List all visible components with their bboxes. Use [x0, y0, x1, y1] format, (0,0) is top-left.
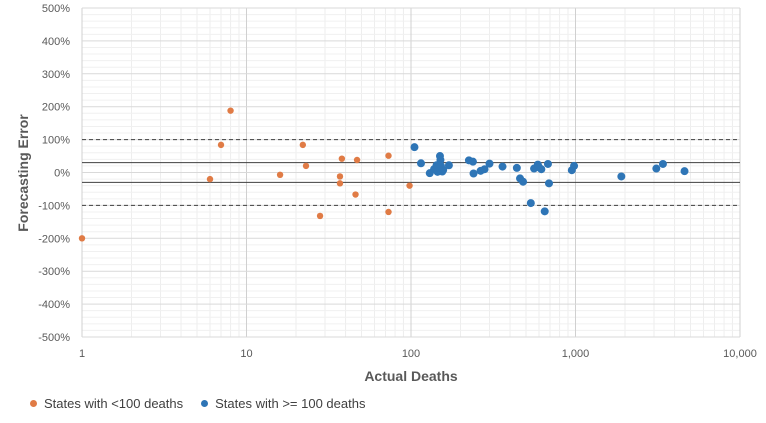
x-tick-label: 1 — [79, 348, 85, 360]
data-point-100-plus — [498, 162, 507, 171]
data-point-100-plus — [410, 143, 419, 152]
data-point-100-plus — [543, 159, 552, 168]
data-point-under-100 — [302, 162, 310, 170]
data-point-100-plus — [658, 159, 667, 168]
legend-label-under-100: States with <100 deaths — [44, 396, 184, 411]
y-tick-label: 400% — [42, 36, 70, 48]
data-point-under-100 — [336, 173, 344, 180]
data-point-100-plus — [512, 163, 521, 172]
data-point-100-plus — [439, 165, 448, 174]
data-point-under-100 — [217, 141, 225, 149]
data-point-under-100 — [336, 180, 344, 187]
data-point-under-100 — [338, 155, 346, 162]
y-tick-label: 300% — [42, 69, 70, 81]
data-points — [78, 107, 689, 242]
data-point-100-plus — [416, 159, 425, 168]
data-point-under-100 — [352, 191, 359, 198]
y-tick-label: -300% — [38, 266, 70, 278]
data-point-100-plus — [544, 179, 553, 188]
y-tick-label: 200% — [42, 102, 70, 114]
data-point-under-100 — [78, 235, 86, 242]
data-point-100-plus — [469, 169, 478, 178]
data-point-100-plus — [519, 177, 528, 186]
data-point-100-plus — [485, 159, 494, 168]
data-point-under-100 — [385, 152, 392, 159]
legend-marker-100-plus — [201, 400, 209, 407]
data-point-100-plus — [652, 164, 661, 173]
y-tick-label: 500% — [42, 3, 70, 15]
chart-legend: States with <100 deaths States with >= 1… — [30, 396, 383, 411]
data-point-100-plus — [537, 165, 546, 174]
y-tick-label: -400% — [38, 299, 70, 311]
data-point-under-100 — [385, 208, 392, 216]
data-point-100-plus — [436, 155, 445, 164]
data-point-under-100 — [353, 156, 361, 164]
x-axis-title: Actual Deaths — [364, 368, 458, 384]
y-axis-title: Forecasting Error — [15, 114, 31, 232]
y-tick-label: 100% — [42, 135, 70, 147]
y-tick-label: -100% — [38, 200, 70, 212]
data-point-under-100 — [227, 107, 234, 114]
legend-marker-under-100 — [30, 400, 37, 407]
x-tick-label: 10,000 — [723, 348, 757, 360]
data-point-under-100 — [206, 175, 214, 183]
reference-lines — [82, 139, 740, 206]
data-point-under-100 — [406, 182, 413, 189]
legend-item-100-plus: States with >= 100 deaths — [201, 396, 365, 411]
data-point-100-plus — [480, 165, 489, 174]
y-tick-label: -500% — [38, 332, 70, 344]
y-tick-label: -200% — [38, 233, 70, 245]
x-tick-label: 100 — [402, 348, 420, 360]
data-point-under-100 — [316, 212, 324, 220]
data-point-100-plus — [540, 207, 549, 216]
data-point-under-100 — [299, 141, 307, 149]
data-point-100-plus — [468, 157, 477, 166]
data-point-under-100 — [276, 171, 284, 179]
data-point-100-plus — [570, 161, 579, 170]
legend-label-100-plus: States with >= 100 deaths — [215, 396, 366, 411]
data-point-100-plus — [526, 199, 535, 208]
data-point-100-plus — [680, 167, 689, 176]
grid-layer — [81, 7, 741, 338]
y-tick-label: 0% — [54, 168, 70, 180]
data-point-100-plus — [444, 161, 453, 170]
legend-item-under-100: States with <100 deaths — [30, 396, 183, 411]
tick-labels: 500% 400% 300% 200% 100% 0% -100% -200% -300% -40… — [38, 3, 757, 360]
x-tick-label: 1,000 — [562, 348, 590, 360]
x-tick-label: 10 — [240, 348, 252, 360]
data-point-100-plus — [617, 172, 626, 181]
